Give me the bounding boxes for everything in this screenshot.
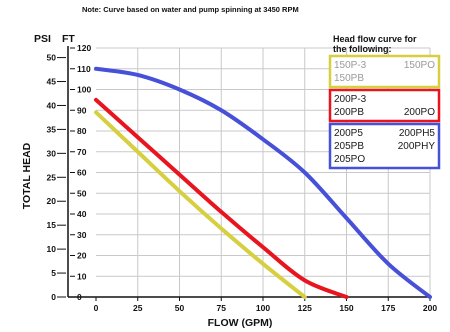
x-tick-label: 200	[423, 303, 437, 313]
chart-note: Note: Curve based on water and pump spin…	[82, 5, 299, 14]
psi-unit-label: PSI	[34, 33, 51, 45]
legend-model-label: 200PO	[404, 107, 435, 118]
series-line-2	[94, 97, 349, 299]
legend-model-label: 200PHY	[398, 141, 436, 152]
psi-tick-label: 40	[47, 100, 57, 110]
psi-tick-label: 50	[47, 53, 57, 63]
x-tick-label: 75	[217, 303, 227, 313]
psi-tick-label: 0	[51, 292, 56, 302]
series-line-3	[94, 66, 432, 299]
legend-model-label: 200PH5	[399, 128, 436, 139]
legend: Head flow curve for the following: 150P-…	[328, 34, 441, 170]
ft-tick-label: 10	[77, 271, 87, 281]
legend-model-label: 150PO	[404, 60, 435, 71]
ft-tick-label: 20	[77, 251, 87, 261]
x-tick-label: 100	[256, 303, 270, 313]
legend-entry-2: 200P-3 200PB 200PO	[328, 88, 441, 123]
psi-tick-label: 30	[47, 148, 57, 158]
legend-model-label: 200P-3	[334, 94, 367, 105]
x-tick-label: 25	[133, 303, 143, 313]
legend-model-label: 150PB	[334, 73, 364, 84]
axes	[67, 46, 430, 298]
legend-model-label: 150P-3	[334, 60, 367, 71]
legend-model-label: 205PB	[334, 141, 364, 152]
psi-tick-label: 45	[47, 77, 57, 87]
x-tick-label: 175	[381, 303, 395, 313]
ft-tick-label: 100	[77, 85, 91, 95]
legend-entry-3: 200P5 200PH5 205PB 200PHY 205PO	[328, 122, 441, 170]
legend-title-line-1: Head flow curve for	[333, 34, 417, 44]
ft-tick-label: 90	[77, 105, 87, 115]
x-tick-label: 0	[94, 303, 99, 313]
ft-tick-label: 120	[77, 43, 91, 53]
ft-tick-label: 110	[77, 64, 91, 74]
x-tick-label: 150	[339, 303, 353, 313]
legend-model-label: 205PO	[334, 154, 365, 165]
legend-box-1	[328, 54, 441, 89]
psi-tick-label: 35	[47, 124, 57, 134]
ft-tick-label: 40	[77, 209, 87, 219]
psi-tick-label: 5	[51, 268, 56, 278]
legend-entry-1: 150P-3 150PO 150PB	[328, 54, 441, 89]
y-axis-title: TOTAL HEAD	[21, 142, 33, 209]
psi-tick-label: 25	[47, 172, 57, 182]
ft-tick-label: 0	[77, 292, 82, 302]
psi-tick-label: 15	[47, 220, 57, 230]
legend-model-label: 200PB	[334, 107, 364, 118]
series-line-1	[94, 110, 307, 299]
x-tick-label: 50	[175, 303, 185, 313]
legend-box-2	[328, 88, 441, 123]
legend-model-label: 200P5	[334, 128, 363, 139]
legend-box-3	[328, 122, 441, 170]
psi-tick-label: 20	[47, 196, 57, 206]
psi-axis: 0 5 10 15 20 25 30 35 40 45 50	[47, 53, 66, 302]
x-tick-label: 125	[298, 303, 312, 313]
ft-axis: 0 10 20 30 40 50 60 70 80 90 100 110 120	[70, 43, 91, 302]
x-axis: 0 25 50 75 100 125 150 175 200	[94, 297, 437, 313]
ft-tick-label: 80	[77, 126, 87, 136]
ft-unit-label: FT	[62, 33, 75, 45]
psi-tick-label: 10	[47, 244, 57, 254]
ft-tick-label: 50	[77, 188, 87, 198]
ft-tick-label: 30	[77, 230, 87, 240]
x-axis-title: FLOW (GPM)	[208, 317, 273, 329]
legend-title-line-2: the following:	[333, 44, 392, 54]
series-lines	[94, 66, 432, 299]
ft-tick-label: 70	[77, 147, 87, 157]
ft-tick-label: 60	[77, 168, 87, 178]
